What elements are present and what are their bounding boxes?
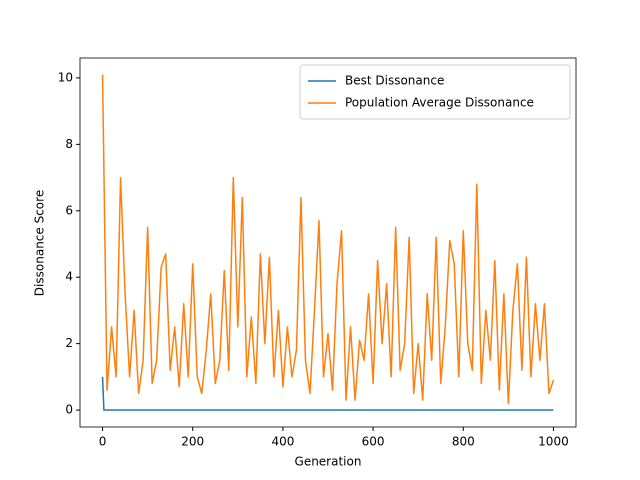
y-tick-label: 4 [65, 270, 73, 284]
y-tick-label: 0 [65, 403, 73, 417]
x-tick-label: 800 [452, 435, 475, 449]
plot-frame [79, 57, 577, 428]
legend-label: Population Average Dissonance [345, 96, 534, 110]
y-axis-label: Dissonance Score [33, 190, 47, 296]
legend-label: Best Dissonance [345, 74, 444, 88]
x-tick-label: 0 [99, 435, 107, 449]
x-tick-label: 200 [181, 435, 204, 449]
y-tick-label: 8 [65, 137, 73, 151]
legend-box [299, 64, 571, 120]
x-tick-label: 600 [362, 435, 385, 449]
x-axis-label: Generation [295, 455, 362, 469]
x-tick-label: 400 [271, 435, 294, 449]
x-tick-label: 1000 [538, 435, 569, 449]
y-tick-label: 10 [58, 70, 73, 84]
data-line [101, 74, 555, 405]
y-tick-label: 2 [65, 336, 73, 350]
data-line [101, 376, 554, 411]
y-tick-label: 6 [65, 203, 73, 217]
